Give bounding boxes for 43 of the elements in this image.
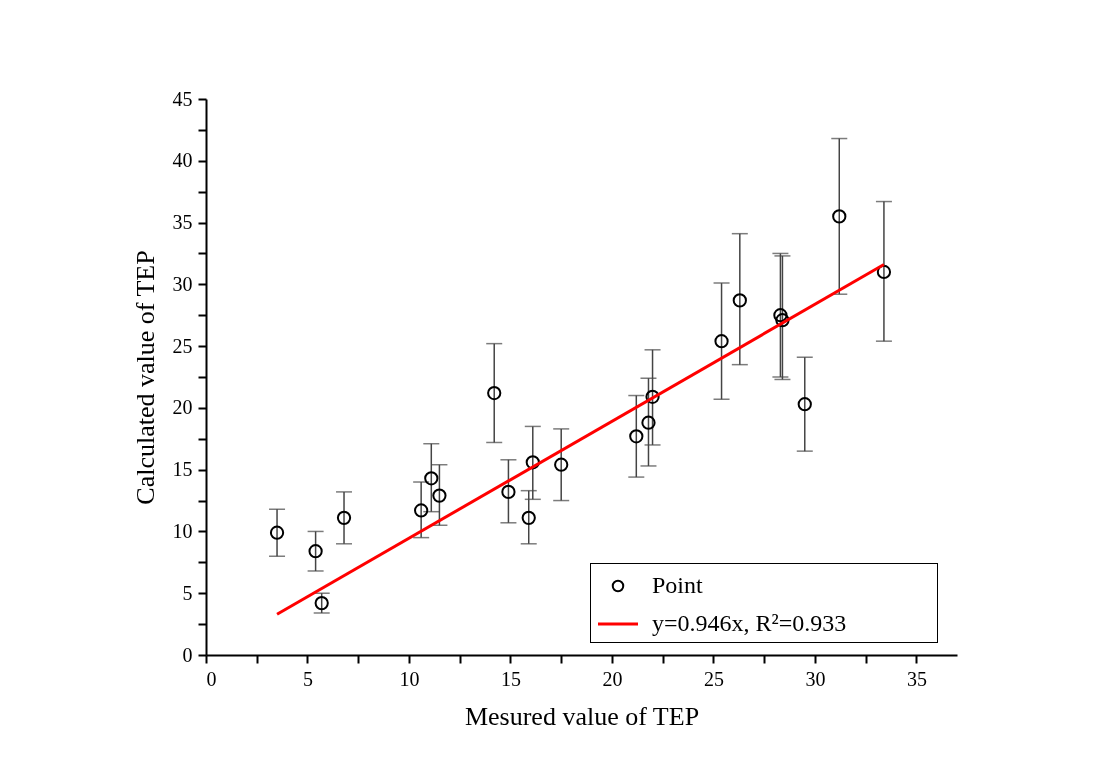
y-tick-label: 20 bbox=[172, 396, 193, 419]
x-tick-label: 20 bbox=[602, 667, 623, 690]
y-tick-label: 40 bbox=[172, 149, 193, 172]
y-tick-label: 15 bbox=[172, 458, 193, 481]
point bbox=[554, 457, 569, 472]
point bbox=[629, 429, 644, 444]
y-tick-label: 5 bbox=[182, 581, 193, 604]
point bbox=[336, 510, 352, 525]
point bbox=[732, 293, 747, 308]
point bbox=[269, 525, 285, 540]
y-tick-label: 35 bbox=[172, 211, 193, 234]
x-tick-label: 25 bbox=[703, 667, 724, 690]
y-axis-title: Calculated value of TEP bbox=[130, 250, 160, 505]
point bbox=[641, 415, 656, 430]
y-tick-label: 10 bbox=[172, 519, 193, 542]
x-axis-title: Mesured value of TEP bbox=[464, 701, 700, 731]
y-tick-label: 0 bbox=[182, 643, 193, 666]
y-tick-label: 25 bbox=[172, 334, 193, 357]
point bbox=[797, 397, 812, 412]
point bbox=[432, 488, 447, 503]
y-tick-label: 45 bbox=[172, 87, 193, 110]
point bbox=[714, 334, 729, 349]
point bbox=[501, 484, 516, 500]
x-tick-label: 30 bbox=[805, 667, 826, 690]
point bbox=[525, 455, 540, 470]
point bbox=[487, 385, 502, 401]
x-tick-label: 10 bbox=[399, 667, 420, 690]
point bbox=[645, 389, 660, 404]
x-tick-label: 15 bbox=[500, 667, 521, 690]
point bbox=[773, 308, 788, 323]
legend-label: y=0.946x, R²=0.933 bbox=[652, 610, 847, 636]
y-tick-label: 30 bbox=[172, 272, 193, 295]
point bbox=[521, 510, 536, 525]
legend-label: Point bbox=[652, 572, 704, 598]
point bbox=[775, 313, 790, 328]
point bbox=[424, 471, 439, 486]
x-tick-label: 35 bbox=[906, 667, 927, 690]
x-tick-label: 5 bbox=[302, 667, 313, 690]
point bbox=[414, 503, 429, 518]
x-tick-label: 0 bbox=[206, 667, 217, 690]
point bbox=[308, 544, 323, 559]
point bbox=[876, 264, 892, 280]
point bbox=[832, 209, 847, 224]
